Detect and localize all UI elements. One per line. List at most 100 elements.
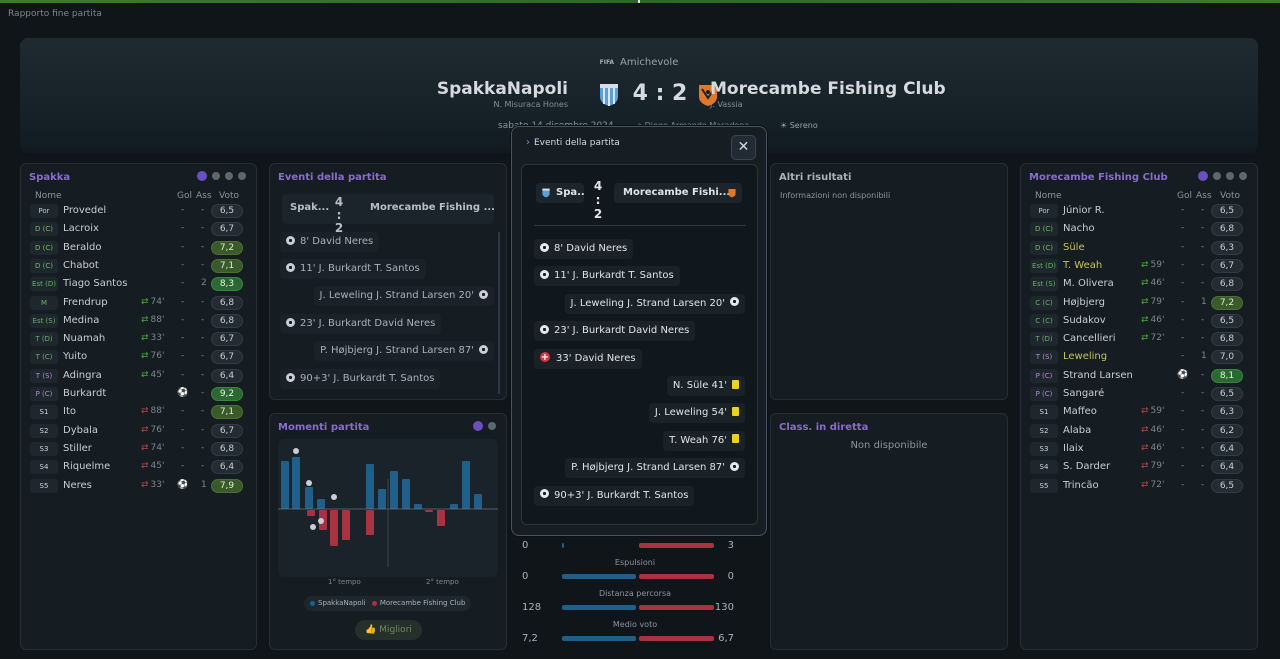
modal-event-item[interactable]: 33' David Neres bbox=[534, 348, 642, 369]
modal-away-team[interactable]: Morecambe Fishi... bbox=[614, 183, 742, 203]
event-item[interactable]: J. Leweling J. Strand Larsen 20' bbox=[313, 286, 494, 306]
event-item[interactable]: 23' J. Burkardt David Neres bbox=[280, 314, 442, 334]
player-row[interactable]: D (C) Lacroix - -6,7 bbox=[29, 220, 248, 238]
player-name[interactable]: Chabot bbox=[63, 259, 99, 271]
player-row[interactable]: S4 Riquelme ⇄ 45' - -6,4 bbox=[29, 458, 248, 476]
player-name[interactable]: Nacho bbox=[1063, 223, 1095, 235]
player-row[interactable]: C (C) Højbjerg ⇄ 79' - 1 7,2 bbox=[1029, 294, 1249, 312]
player-name[interactable]: Júnior R. bbox=[1063, 205, 1105, 216]
event-item[interactable]: 90+3' J. Burkardt T. Santos bbox=[280, 369, 441, 389]
player-row[interactable]: Est (S) Medina ⇄ 88' - -6,8 bbox=[29, 312, 248, 330]
player-row[interactable]: S2 Alaba ⇄ 46' - -6,2 bbox=[1029, 422, 1249, 440]
player-name[interactable]: Riquelme bbox=[63, 461, 111, 473]
event-item[interactable]: 11' J. Burkardt T. Santos bbox=[280, 259, 426, 279]
player-name[interactable]: Neres bbox=[63, 479, 92, 491]
moments-dot-1[interactable] bbox=[473, 421, 483, 431]
player-row[interactable]: P (C) Burkardt ⚽ -9,2 bbox=[29, 385, 248, 403]
away-pager-dot-2[interactable] bbox=[1213, 172, 1221, 180]
away-team-name[interactable]: Morecambe Fishing Club bbox=[710, 79, 946, 99]
player-name[interactable]: Frendrup bbox=[63, 296, 108, 308]
modal-event-item[interactable]: 90+3' J. Burkardt T. Santos bbox=[534, 485, 695, 506]
player-row[interactable]: S5 Neres ⇄ 33' ⚽ 1 7,9 bbox=[29, 477, 248, 495]
pager-dot-4[interactable] bbox=[238, 172, 246, 180]
pager-dot-3[interactable] bbox=[225, 172, 233, 180]
player-row[interactable]: D (C) Süle - -6,3 bbox=[1029, 239, 1249, 257]
player-row[interactable]: T (S) Leweling - 1 7,0 bbox=[1029, 348, 1249, 366]
stadium-name[interactable]: Diego Armando Maradona bbox=[645, 121, 750, 130]
player-row[interactable]: S5 Trincão ⇄ 72' - -6,5 bbox=[1029, 477, 1249, 495]
player-row[interactable]: M Frendrup ⇄ 74' - -6,8 bbox=[29, 294, 248, 312]
player-row[interactable]: S3 Stiller ⇄ 74' - -6,8 bbox=[29, 440, 248, 458]
home-coach[interactable]: N. Misuraca Hones bbox=[493, 100, 568, 109]
player-row[interactable]: Est (D) T. Weah ⇄ 59' - -6,7 bbox=[1029, 257, 1249, 275]
player-row[interactable]: Por Júnior R. - -6,5 bbox=[1029, 202, 1249, 220]
modal-event-item[interactable]: J. Leweling 54' bbox=[648, 403, 745, 424]
modal-event-item[interactable]: P. Højbjerg J. Strand Larsen 87' bbox=[565, 458, 745, 479]
away-pager-dot-3[interactable] bbox=[1226, 172, 1234, 180]
player-row[interactable]: P (C) Sangaré - -6,5 bbox=[1029, 385, 1249, 403]
player-name[interactable]: Leweling bbox=[1063, 351, 1108, 363]
player-name[interactable]: Tiago Santos bbox=[63, 278, 128, 290]
modal-event-item[interactable]: N. Süle 41' bbox=[666, 376, 745, 396]
close-button[interactable]: ✕ bbox=[731, 135, 756, 160]
player-row[interactable]: Por Provedel - -6,5 bbox=[29, 202, 248, 220]
event-item[interactable]: P. Højbjerg J. Strand Larsen 87' bbox=[314, 341, 494, 361]
best-moments-button[interactable]: 👍 Migliori bbox=[355, 620, 422, 640]
player-name[interactable]: Maffeo bbox=[1063, 406, 1097, 418]
player-row[interactable]: T (D) Nuamah ⇄ 33' - -6,7 bbox=[29, 330, 248, 348]
player-row[interactable]: Est (D) Tiago Santos - 2 8,3 bbox=[29, 275, 248, 293]
event-item[interactable]: 8' David Neres bbox=[280, 232, 380, 252]
modal-event-item[interactable]: 8' David Neres bbox=[534, 239, 634, 259]
player-row[interactable]: S1 Maffeo ⇄ 59' - -6,3 bbox=[1029, 403, 1249, 421]
away-pager-dot-4[interactable] bbox=[1239, 172, 1247, 180]
modal-home-team[interactable]: Spa... bbox=[536, 183, 584, 203]
player-name[interactable]: Adingra bbox=[63, 369, 102, 381]
goal-marker-icon[interactable] bbox=[293, 448, 299, 454]
player-row[interactable]: T (C) Yuito ⇄ 76' - -6,7 bbox=[29, 348, 248, 366]
away-coach[interactable]: J. Vassia bbox=[710, 100, 743, 109]
modal-event-item[interactable]: T. Weah 76' bbox=[663, 430, 745, 451]
home-team-block[interactable]: SpakkaNapoli N. Misuraca Hones bbox=[437, 79, 568, 109]
player-row[interactable]: S4 S. Darder ⇄ 79' - -6,4 bbox=[1029, 458, 1249, 476]
player-name[interactable]: Stiller bbox=[63, 442, 92, 454]
player-name[interactable]: Alaba bbox=[1063, 424, 1092, 436]
player-name[interactable]: Ilaix bbox=[1063, 442, 1084, 454]
player-row[interactable]: S1 Ito ⇄ 88' - -7,1 bbox=[29, 403, 248, 421]
player-row[interactable]: D (C) Nacho - -6,8 bbox=[1029, 220, 1249, 238]
goal-marker-icon[interactable] bbox=[318, 518, 324, 524]
player-name[interactable]: Ito bbox=[63, 406, 76, 418]
player-name[interactable]: Strand Larsen bbox=[1063, 369, 1133, 381]
player-row[interactable]: S2 Dybala ⇄ 76' - -6,7 bbox=[29, 422, 248, 440]
player-row[interactable]: C (C) Sudakov ⇄ 46' - -6,5 bbox=[1029, 312, 1249, 330]
away-team-block[interactable]: Morecambe Fishing Club J. Vassia bbox=[710, 79, 946, 109]
player-row[interactable]: D (C) Beraldo - -7,2 bbox=[29, 239, 248, 257]
player-row[interactable]: T (S) Adingra ⇄ 45' - -6,4 bbox=[29, 367, 248, 385]
moments-dot-2[interactable] bbox=[488, 422, 496, 430]
events-scrollbar[interactable] bbox=[498, 232, 500, 394]
player-row[interactable]: D (C) Chabot - -7,1 bbox=[29, 257, 248, 275]
player-name[interactable]: M. Olivera bbox=[1063, 278, 1114, 290]
player-name[interactable]: T. Weah bbox=[1063, 259, 1103, 271]
player-name[interactable]: Burkardt bbox=[63, 388, 107, 399]
player-row[interactable]: T (D) Cancellieri ⇄ 72' - -6,8 bbox=[1029, 330, 1249, 348]
home-team-name[interactable]: SpakkaNapoli bbox=[436, 79, 568, 99]
player-name[interactable]: Dybala bbox=[63, 424, 98, 436]
player-name[interactable]: Lacroix bbox=[63, 223, 99, 235]
player-name[interactable]: Trincão bbox=[1063, 479, 1099, 491]
modal-event-item[interactable]: 23' J. Burkardt David Neres bbox=[534, 321, 696, 342]
player-row[interactable]: Est (S) M. Olivera ⇄ 46' - -6,8 bbox=[1029, 275, 1249, 293]
pager-dot-1[interactable] bbox=[197, 171, 207, 181]
player-name[interactable]: Medina bbox=[63, 314, 100, 326]
player-row[interactable]: S3 Ilaix ⇄ 46' - -6,4 bbox=[1029, 440, 1249, 458]
pager-dot-2[interactable] bbox=[212, 172, 220, 180]
player-name[interactable]: Yuito bbox=[63, 351, 88, 363]
modal-event-item[interactable]: 11' J. Burkardt T. Santos bbox=[534, 266, 680, 287]
goal-marker-icon[interactable] bbox=[310, 524, 316, 530]
player-name[interactable]: Provedel bbox=[63, 205, 107, 216]
modal-event-item[interactable]: J. Leweling J. Strand Larsen 20' bbox=[564, 293, 745, 314]
goal-marker-icon[interactable] bbox=[306, 480, 312, 486]
player-name[interactable]: Süle bbox=[1063, 241, 1085, 253]
player-name[interactable]: Beraldo bbox=[63, 241, 102, 253]
player-name[interactable]: Sudakov bbox=[1063, 314, 1106, 326]
player-name[interactable]: Cancellieri bbox=[1063, 333, 1116, 345]
